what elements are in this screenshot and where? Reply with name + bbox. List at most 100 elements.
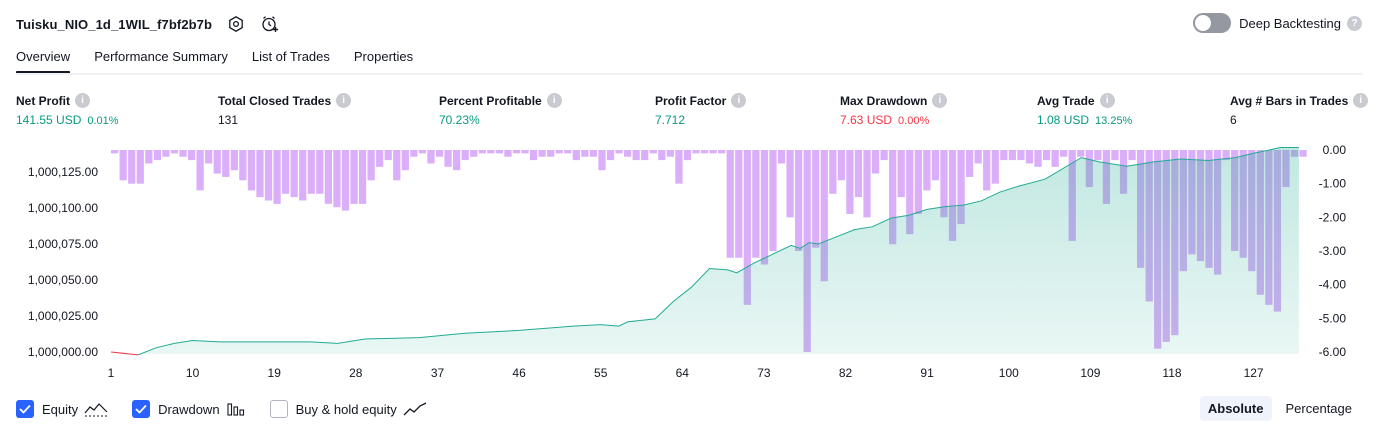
- drawdown-bar: [1025, 150, 1034, 164]
- drawdown-bar: [666, 150, 674, 157]
- drawdown-bar: [470, 150, 478, 157]
- drawdown-bar: [786, 150, 794, 218]
- drawdown-bar: [453, 150, 461, 171]
- metric-value: 1.08 USD: [1037, 113, 1090, 127]
- x-axis-tick-label: 19: [268, 366, 282, 380]
- settings-hexagon-icon[interactable]: [226, 14, 246, 34]
- drawdown-bar: [1060, 150, 1068, 157]
- legend-label: Buy & hold equity: [295, 401, 397, 417]
- mode-percentage-button[interactable]: Percentage: [1285, 401, 1353, 416]
- legend-drawdown[interactable]: Drawdown: [132, 400, 245, 418]
- toggle-knob: [1195, 15, 1212, 31]
- y-axis-left-tick-label: 1,000,125.00: [28, 165, 98, 179]
- drawdown-bar: [128, 150, 136, 184]
- drawdown-bar: [598, 150, 606, 171]
- drawdown-bar: [119, 150, 127, 181]
- drawdown-bar: [726, 150, 734, 258]
- drawdown-bar: [795, 150, 803, 251]
- drawdown-bar: [341, 150, 350, 211]
- drawdown-bar: [675, 150, 683, 184]
- drawdown-bar: [521, 150, 529, 154]
- x-axis-tick-label: 73: [757, 366, 771, 380]
- drawdown-bar: [367, 150, 375, 181]
- drawdown-bar: [923, 150, 931, 191]
- drawdown-bar: [777, 150, 786, 164]
- checkbox-checked-icon[interactable]: [132, 400, 151, 418]
- metric-value: 131: [218, 113, 239, 127]
- metric-label: Avg Trade: [1037, 93, 1095, 108]
- metric-value: 141.55 USD: [16, 113, 82, 127]
- x-axis-tick-label: 1: [108, 366, 115, 380]
- info-icon[interactable]: i: [336, 93, 352, 108]
- metric-net-profit: Net Profit i 141.55 USD 0.01%: [16, 93, 119, 127]
- drawdown-bar: [418, 150, 427, 154]
- metric-avg-bars: Avg # Bars in Trades i 6: [1230, 93, 1369, 127]
- drawdown-bar: [889, 150, 897, 245]
- drawdown-bar: [743, 150, 751, 305]
- drawdown-bar: [632, 150, 640, 161]
- y-axis-right-tick-label: -2.00: [1319, 210, 1347, 224]
- tab-overview[interactable]: Overview: [16, 44, 71, 74]
- x-axis-tick-label: 127: [1244, 366, 1264, 380]
- drawdown-bar: [170, 150, 179, 154]
- alarm-add-icon[interactable]: [260, 14, 280, 34]
- deep-backtesting-label: Deep Backtesting: [1239, 15, 1341, 31]
- checkbox-checked-icon[interactable]: [16, 400, 34, 418]
- x-axis-tick-label: 46: [512, 366, 526, 380]
- drawdown-bar: [752, 150, 760, 258]
- help-icon[interactable]: ?: [1347, 15, 1362, 31]
- drawdown-bar: [529, 150, 538, 161]
- metric-percent: 13.25%: [1095, 115, 1133, 127]
- drawdown-bar: [760, 150, 769, 265]
- drawdown-bar: [846, 150, 854, 214]
- drawdown-bar: [393, 150, 401, 181]
- drawdown-bar: [1299, 150, 1307, 157]
- deep-backtesting-toggle[interactable]: [1193, 13, 1232, 33]
- info-icon[interactable]: i: [731, 93, 747, 108]
- drawdown-bar: [264, 150, 273, 201]
- drawdown-bar: [1111, 150, 1119, 161]
- drawdown-bar: [871, 150, 880, 174]
- info-icon[interactable]: i: [1353, 93, 1369, 108]
- drawdown-bar: [1128, 150, 1136, 161]
- drawdown-bar: [581, 150, 589, 157]
- drawdown-bar: [606, 150, 615, 161]
- x-axis-tick-label: 64: [676, 366, 690, 380]
- mode-absolute-button[interactable]: Absolute: [1199, 396, 1272, 421]
- metric-label: Avg # Bars in Trades: [1230, 93, 1349, 108]
- tab-list-of-trades[interactable]: List of Trades: [251, 49, 330, 64]
- info-icon[interactable]: i: [1099, 93, 1115, 108]
- drawdown-bar: [427, 150, 435, 164]
- info-icon[interactable]: i: [546, 93, 562, 108]
- drawdown-bar: [187, 150, 196, 161]
- drawdown-bar: [179, 150, 187, 157]
- drawdown-bar: [931, 150, 940, 181]
- drawdown-bar: [247, 150, 256, 191]
- drawdown-bar: [196, 150, 204, 191]
- legend-equity[interactable]: Equity: [16, 400, 108, 418]
- x-axis-tick-label: 100: [999, 366, 1019, 380]
- info-icon[interactable]: i: [932, 93, 948, 108]
- checkbox-unchecked-icon[interactable]: [269, 400, 288, 418]
- x-axis-tick-label: 118: [1162, 366, 1181, 380]
- strategy-title: Tuisku_NIO_1d_1WIL_f7bf2b7b: [16, 16, 213, 32]
- y-axis-left-tick-label: 1,000,025.00: [28, 309, 98, 323]
- drawdown-bar: [222, 150, 230, 177]
- info-icon[interactable]: i: [75, 93, 90, 108]
- drawdown-bar: [615, 150, 623, 154]
- equity-drawdown-chart[interactable]: 1,000,125.00 1,000,100.00 1,000,075.00 1,00…: [0, 140, 1379, 390]
- metric-value: 6: [1230, 113, 1237, 127]
- drawdown-bar: [1008, 150, 1016, 161]
- drawdown-bar: [974, 150, 982, 164]
- metric-label: Profit Factor: [655, 93, 727, 108]
- legend-buy-hold[interactable]: Buy & hold equity: [269, 400, 427, 418]
- equity-line: [138, 147, 1299, 356]
- tab-properties[interactable]: Properties: [353, 49, 414, 64]
- drawdown-bar: [863, 150, 871, 218]
- drawdown-bar: [624, 150, 632, 157]
- drawdown-bar: [735, 150, 743, 258]
- drawdown-bar: [487, 150, 495, 154]
- tab-performance-summary[interactable]: Performance Summary: [94, 49, 228, 64]
- drawdown-bar: [273, 150, 281, 204]
- drawdown-bar: [384, 150, 392, 161]
